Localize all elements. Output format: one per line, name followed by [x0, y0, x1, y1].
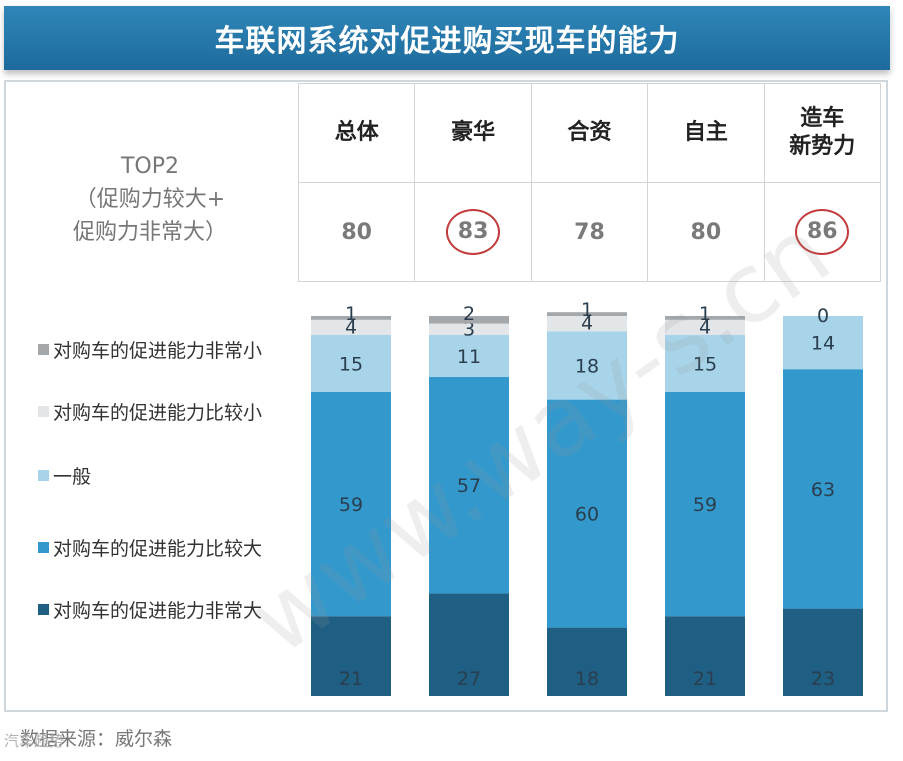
data-label-new-force-large: 63 — [811, 479, 835, 501]
data-label-domestic-neutral: 15 — [693, 354, 717, 376]
bar-luxury-neutral — [429, 335, 509, 377]
legend-label: 对购车的促进能力比较大 — [53, 538, 263, 560]
legend-swatch — [38, 406, 49, 417]
top2-value-domestic: 80 — [647, 182, 765, 282]
data-label-domestic-very-small: 1 — [699, 303, 711, 325]
data-label-luxury-very-small: 2 — [463, 303, 475, 325]
data-label-overall-very-large: 21 — [339, 668, 363, 690]
bar-overall-small — [311, 319, 391, 335]
legend-label: 对购车的促进能力非常小 — [53, 340, 263, 362]
bar-overall-neutral — [311, 335, 391, 392]
legend-swatch — [38, 344, 49, 355]
top2-value-row: 80 83 78 80 86 — [297, 182, 882, 282]
top2-label: TOP2 （促购力较大+ 促购力非常大） — [30, 150, 270, 249]
chart-title: 车联网系统对促进购买现车的能力 — [214, 24, 680, 59]
data-label-new-force-very-large: 23 — [811, 668, 835, 690]
data-label-new-force-neutral: 14 — [811, 333, 835, 355]
legend-item-very-small: 对购车的促进能力非常小 — [38, 336, 262, 363]
data-label-luxury-small: 3 — [463, 318, 475, 340]
bar-jv-very-large — [547, 627, 627, 696]
top2-table: 总体 豪华 合资 自主 造车 新势力 80 83 78 80 86 — [297, 83, 882, 282]
top2-value-overall: 80 — [297, 182, 416, 282]
title-bar: 车联网系统对促进购买现车的能力 — [4, 6, 890, 70]
data-label-jv-small: 4 — [581, 313, 593, 335]
bar-jv-large — [547, 399, 627, 628]
top2-value-luxury: 83 — [414, 182, 532, 282]
data-label-overall-neutral: 15 — [339, 354, 363, 376]
data-label-domestic-very-large: 21 — [693, 668, 717, 690]
bar-luxury-very-large — [429, 593, 509, 696]
bar-domestic-neutral — [665, 335, 745, 392]
data-label-overall-very-small: 1 — [345, 303, 357, 325]
bar-domestic-very-small — [665, 316, 745, 320]
data-label-overall-small: 4 — [345, 316, 357, 338]
highlight-circle: 83 — [446, 209, 501, 255]
top2-label-line2: （促购力较大+ — [74, 187, 226, 212]
top2-label-line3: 促购力非常大） — [72, 220, 227, 245]
highlight-circle: 86 — [795, 209, 850, 255]
data-label-jv-large: 60 — [575, 504, 599, 526]
top2-header-row: 总体 豪华 合资 自主 造车 新势力 — [297, 83, 882, 183]
data-label-luxury-neutral: 11 — [457, 346, 481, 368]
legend-item-very-large: 对购车的促进能力非常大 — [38, 596, 262, 623]
legend-swatch — [38, 542, 49, 553]
top2-header-new-force: 造车 新势力 — [763, 83, 882, 183]
bar-luxury-very-small — [429, 316, 509, 324]
chart-frame — [4, 80, 888, 712]
corner-logo: 汽车趋势 — [4, 732, 65, 750]
top2-value-new-force: 86 — [763, 182, 882, 282]
bar-overall-very-large — [311, 616, 391, 696]
bar-new-force-large — [783, 369, 863, 609]
bar-jv-very-small — [547, 312, 627, 316]
legend-label: 对购车的促进能力比较小 — [53, 402, 263, 424]
bar-overall-very-small — [311, 316, 391, 320]
bar-domestic-large — [665, 392, 745, 617]
top2-header-jv: 合资 — [530, 83, 649, 183]
data-label-overall-large: 59 — [339, 494, 363, 516]
legend-item-small: 对购车的促进能力比较小 — [38, 398, 262, 425]
bar-new-force-very-large — [783, 608, 863, 696]
data-label-jv-very-large: 18 — [575, 668, 599, 690]
data-label-domestic-large: 59 — [693, 494, 717, 516]
bar-new-force-neutral — [783, 316, 863, 370]
top2-header-overall: 总体 — [297, 83, 416, 183]
legend-swatch — [38, 470, 49, 481]
legend-item-large: 对购车的促进能力比较大 — [38, 534, 262, 561]
data-label-jv-very-small: 1 — [581, 299, 593, 321]
data-source: 数据来源：威尔森 — [20, 728, 173, 750]
bar-luxury-small — [429, 323, 509, 335]
data-label-domestic-small: 4 — [699, 316, 711, 338]
bar-domestic-small — [665, 319, 745, 335]
bar-jv-neutral — [547, 331, 627, 400]
bar-luxury-large — [429, 376, 509, 594]
data-label-luxury-large: 57 — [457, 475, 481, 497]
legend-label: 一般 — [53, 466, 92, 488]
data-label-jv-neutral: 18 — [575, 355, 599, 377]
legend-label: 对购车的促进能力非常大 — [53, 600, 263, 622]
legend-swatch — [38, 604, 49, 615]
bar-domestic-very-large — [665, 616, 745, 696]
data-label-luxury-very-large: 27 — [457, 668, 481, 690]
bar-jv-small — [547, 316, 627, 332]
top2-label-line1: TOP2 — [120, 154, 180, 179]
legend-item-neutral: 一般 — [38, 462, 91, 489]
data-label-new-force-small: 0 — [817, 305, 829, 327]
bar-overall-large — [311, 392, 391, 617]
